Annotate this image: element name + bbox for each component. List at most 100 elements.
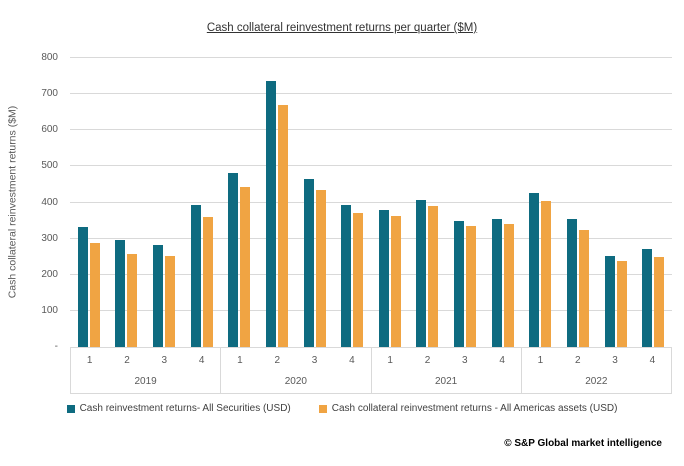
footer-attribution: © S&P Global market intelligence — [504, 438, 662, 449]
quarter-slot — [183, 58, 221, 347]
quarter-slot — [145, 58, 183, 347]
year-group — [371, 58, 522, 347]
bar — [115, 240, 126, 347]
y-axis-ticks: - 100 200 300 400 500 600 700 800 — [0, 52, 62, 352]
quarter-slot — [296, 58, 334, 347]
y-tick-label: 700 — [41, 88, 58, 100]
bar — [416, 199, 427, 347]
year-cell: 1 2 3 4 2022 — [522, 348, 671, 393]
year-cell: 1 2 3 4 2019 — [71, 348, 222, 393]
plot-area — [70, 57, 673, 348]
quarter-slot — [108, 58, 146, 347]
y-tick-label: - — [54, 341, 58, 352]
quarter-label: 2 — [124, 355, 130, 366]
gridline — [70, 237, 672, 239]
bar — [228, 172, 239, 347]
gridline — [70, 201, 672, 203]
bar — [454, 220, 465, 347]
quarter-slot — [522, 58, 560, 347]
gridline — [70, 93, 672, 95]
legend-item: Cash reinvestment returns- All Securitie… — [66, 403, 291, 414]
year-label: 2019 — [134, 376, 157, 387]
quarter-slot — [484, 58, 522, 347]
year-group — [221, 58, 372, 347]
quarter-slot — [559, 58, 597, 347]
quarter-label: 2 — [274, 355, 280, 366]
bar — [165, 255, 176, 347]
chart-title: Cash collateral reinvestment returns per… — [206, 22, 478, 34]
bar — [341, 205, 352, 347]
bar — [390, 216, 401, 347]
year-label: 2021 — [435, 376, 458, 387]
quarter-slot — [634, 58, 672, 347]
year-cell: 1 2 3 4 2021 — [372, 348, 522, 393]
year-label: 2020 — [284, 376, 307, 387]
quarter-slot — [446, 58, 484, 347]
bar — [277, 104, 288, 347]
bar — [428, 206, 439, 347]
x-axis-box: 1 2 3 4 2019 1 2 3 4 2020 1 2 3 4 2021 1 2 3 4 2022 — [70, 347, 672, 394]
quarter-label: 4 — [349, 355, 355, 366]
quarter-label: 4 — [499, 355, 505, 366]
quarter-label: 1 — [237, 355, 243, 366]
bar — [491, 218, 502, 347]
legend-swatch — [66, 404, 75, 413]
year-group — [522, 58, 673, 347]
quarter-slot — [597, 58, 635, 347]
quarter-label: 4 — [198, 355, 205, 366]
quarter-slot — [409, 58, 447, 347]
legend: Cash reinvestment returns- All Securitie… — [0, 403, 684, 414]
quarter-slot — [371, 58, 409, 347]
gridline — [70, 129, 672, 131]
quarter-label: 1 — [86, 355, 93, 366]
bar — [127, 254, 138, 347]
year-cell: 1 2 3 4 2020 — [221, 348, 372, 393]
bar — [240, 186, 251, 347]
gridline — [70, 309, 672, 311]
gridline — [70, 57, 672, 58]
y-tick-label: 500 — [41, 160, 58, 172]
quarter-label: 2 — [424, 355, 431, 366]
year-group — [70, 58, 221, 347]
quarter-slot — [258, 58, 296, 347]
bar — [616, 260, 627, 347]
quarter-label: 2 — [574, 355, 581, 366]
y-tick-label: 800 — [41, 52, 58, 63]
bar — [265, 81, 276, 347]
bar — [541, 201, 552, 347]
quarter-label: 1 — [387, 355, 393, 366]
quarter-slot — [70, 58, 108, 347]
bar — [315, 189, 326, 347]
legend-item: Cash collateral reinvestment returns - A… — [318, 403, 618, 414]
bar — [654, 256, 665, 347]
bar — [353, 212, 364, 347]
gridline — [70, 165, 672, 167]
quarter-slot — [333, 58, 371, 347]
legend-label: Cash collateral reinvestment returns - A… — [331, 403, 618, 414]
gridline — [70, 273, 672, 275]
legend-label: Cash reinvestment returns- All Securitie… — [79, 403, 291, 414]
bar — [578, 229, 589, 347]
quarter-label: 3 — [612, 355, 618, 366]
quarter-label: 4 — [649, 355, 656, 366]
y-tick-label: 200 — [41, 268, 58, 280]
quarter-label: 3 — [462, 355, 468, 366]
bar — [303, 179, 314, 347]
bar — [202, 216, 213, 347]
bar — [566, 219, 577, 347]
y-tick-label: 400 — [41, 196, 58, 208]
quarter-slot — [221, 58, 259, 347]
bar — [466, 225, 477, 347]
year-label: 2022 — [585, 376, 608, 387]
bar — [642, 248, 653, 347]
bar — [153, 245, 164, 347]
quarter-label: 3 — [161, 355, 168, 366]
y-tick-label: 100 — [41, 304, 58, 316]
legend-swatch — [318, 404, 327, 413]
quarter-label: 1 — [537, 355, 544, 366]
y-tick-label: 300 — [41, 232, 58, 244]
bar — [378, 210, 389, 347]
quarter-label: 3 — [311, 355, 318, 366]
bar — [529, 193, 540, 347]
